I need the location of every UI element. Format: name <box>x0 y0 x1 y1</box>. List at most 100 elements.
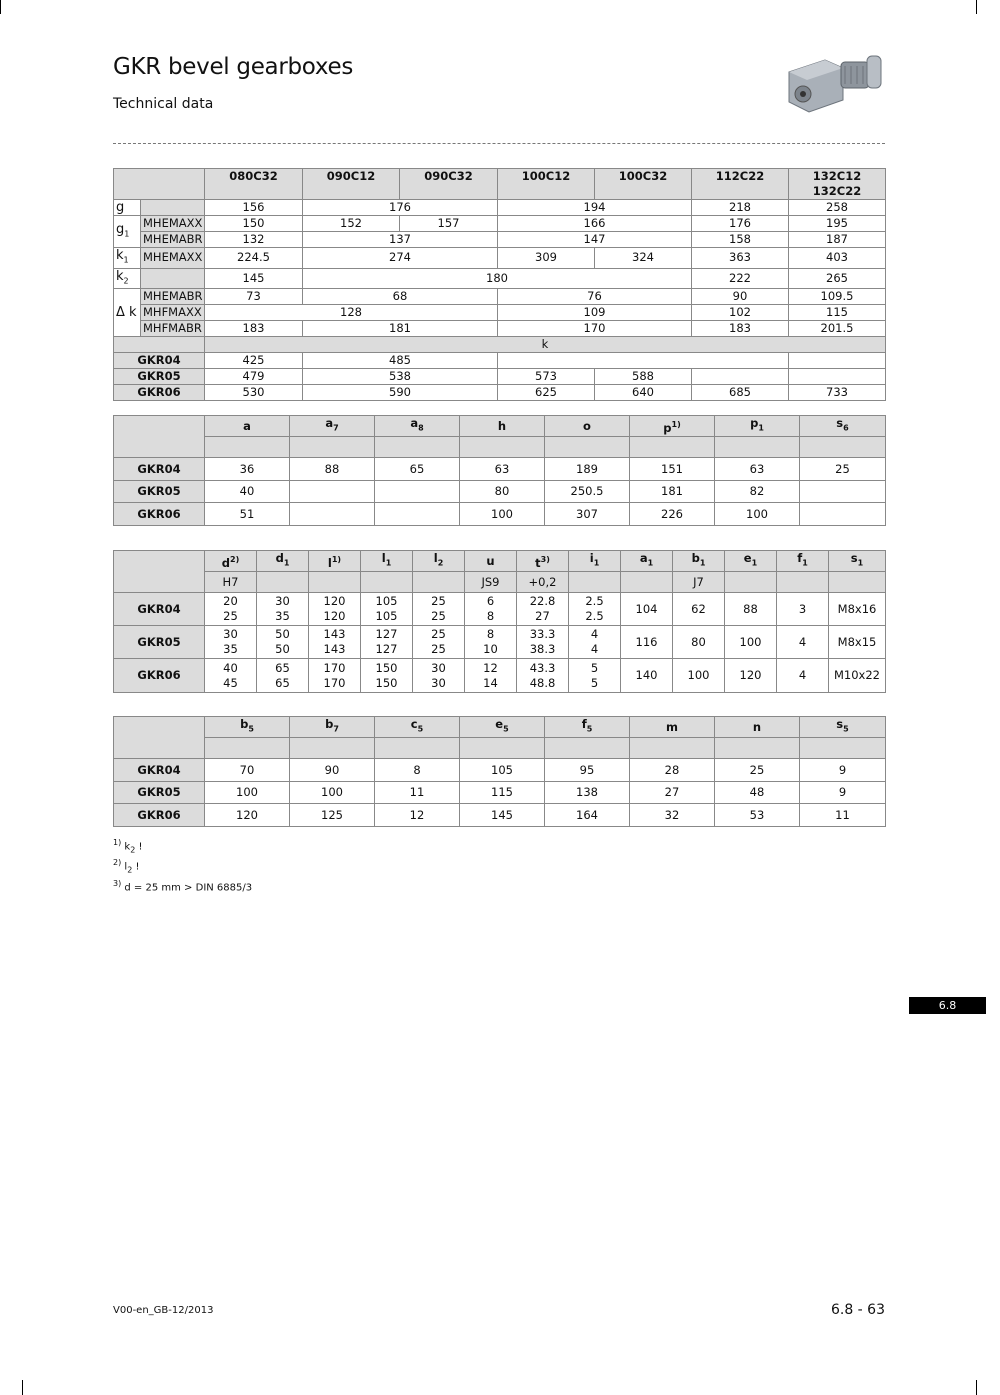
table-cell: 274 <box>302 247 498 269</box>
cell-subscript: 1 <box>124 229 130 239</box>
cell-value: MHEMAXX <box>143 250 203 265</box>
table-cell: 80 <box>459 480 545 503</box>
table-header-cell <box>412 571 465 593</box>
table-cell: 95 <box>544 758 630 782</box>
table-cell: 25 <box>714 758 800 782</box>
cell-value: o <box>583 418 591 433</box>
cell-value: 181 <box>661 484 683 498</box>
table-cell: g1 <box>113 215 141 248</box>
table-row <box>114 737 886 759</box>
table-row: GKR04 425 485 <box>113 352 886 370</box>
cell-supscript: 1) <box>331 554 342 564</box>
table-cell: 181 <box>629 480 715 503</box>
cell-value: 100 <box>321 785 343 799</box>
cell-value: b <box>691 551 700 566</box>
table-cell: 138 <box>544 781 630 804</box>
table-cell: 5 5 <box>568 658 621 693</box>
cell-value: 181 <box>389 321 411 336</box>
table-header-cell: d2) <box>204 550 257 572</box>
cell-subscript: 6 <box>843 423 849 433</box>
table-cell <box>140 267 205 290</box>
table-cell: 150 150 <box>360 658 413 693</box>
table-cell: 140 <box>620 658 673 693</box>
bevel-gearbox-motor-image <box>788 55 882 113</box>
table-cell: 195 <box>788 215 886 232</box>
table-header-cell: 100C32 <box>594 168 692 200</box>
table-cell: MHEMABR <box>140 288 205 306</box>
table-header-cell <box>544 436 630 458</box>
crop-mark <box>0 0 1 14</box>
cell-value: GKR05 <box>137 369 181 384</box>
cell-subscript: 5 <box>843 724 849 734</box>
table-header-cell: u <box>464 550 517 572</box>
table-cell: 538 <box>302 368 498 386</box>
table-header-cell <box>629 737 715 759</box>
table-cell: 265 <box>788 267 886 290</box>
table-cell: 62 <box>672 592 725 626</box>
table-cell: 12 <box>374 803 460 827</box>
cell-value: a <box>639 551 648 566</box>
cell-value: 127 127 <box>375 627 398 656</box>
table-row: GKR04 20 25 30 35 120 120 105 105 25 25 6 8 22.… <box>113 592 886 626</box>
cell-value: 32 <box>664 807 680 822</box>
table-header-cell: JS9 <box>464 571 517 593</box>
cell-value: 150 150 <box>375 660 398 690</box>
cell-value: JS9 <box>481 574 500 589</box>
table-header-cell: e1 <box>724 550 777 572</box>
cell-subscript: 7 <box>333 724 339 734</box>
table-cell: 640 <box>594 384 692 402</box>
table-cell: 33.3 38.3 <box>516 625 569 659</box>
table-cell: 63 <box>714 457 800 481</box>
cell-value: GKR04 <box>137 762 181 777</box>
cell-value: 6 8 <box>486 594 495 623</box>
cell-value: 138 <box>576 785 598 799</box>
cell-value: d <box>275 551 284 566</box>
flange-dimensions-table: b5 b7 c5 e5 f5 m n s5 GKR04 70 90 8 105 95 28 25 9 GKR05 1… <box>113 716 886 827</box>
cell-value: 120 <box>236 807 258 822</box>
cell-value: 11 <box>409 785 425 799</box>
table-cell: k1 <box>113 247 141 269</box>
cell-value: 40 <box>239 484 255 498</box>
cell-value: 100C32 <box>618 169 668 184</box>
cell-value: 189 <box>576 461 598 476</box>
cell-value: 4 <box>798 668 807 682</box>
cell-value: g <box>116 200 125 215</box>
cell-value: 100 <box>491 506 513 521</box>
cell-value: l <box>433 551 438 566</box>
cell-value: 25 25 <box>431 594 446 623</box>
table-header-cell: f5 <box>544 716 630 738</box>
table-header-cell: h <box>459 415 545 437</box>
cell-value: 63 <box>749 461 765 476</box>
cell-value: 100 <box>687 668 710 682</box>
cell-value: 530 <box>242 385 265 400</box>
table-cell: 73 <box>204 288 303 306</box>
cell-subscript: 1 <box>857 558 864 568</box>
table-header-cell <box>724 571 777 593</box>
table-cell <box>140 199 205 216</box>
table-cell: 573 <box>497 368 595 386</box>
cell-value: GKR06 <box>137 807 181 822</box>
cell-value: M8x15 <box>837 634 877 649</box>
table-header-cell <box>544 737 630 759</box>
table-cell: 685 <box>691 384 789 402</box>
table-cell: k2 <box>113 267 141 290</box>
cell-value: 640 <box>632 385 654 400</box>
page-subtitle: Technical data <box>113 96 214 112</box>
table-cell: 170 170 <box>308 658 361 693</box>
table-cell: 250.5 <box>544 480 630 503</box>
crop-mark <box>976 0 977 14</box>
table-header-cell: 090C12 <box>302 168 400 200</box>
table-cell: 100 <box>724 625 777 659</box>
table-cell: 170 <box>497 320 692 338</box>
table-cell: 145 <box>204 267 303 290</box>
cell-value: 183 <box>729 321 751 336</box>
table-header-cell <box>204 436 290 458</box>
table-header-cell: l2 <box>412 550 465 572</box>
table-row: GKR06 120 125 12 145 164 32 53 11 <box>113 803 886 827</box>
table-header-cell: l1) <box>308 550 361 572</box>
cell-value: 128 <box>340 305 362 320</box>
cell-value: 187 <box>826 232 848 247</box>
table-cell: 152 <box>302 215 400 232</box>
cell-value: n <box>752 719 762 734</box>
